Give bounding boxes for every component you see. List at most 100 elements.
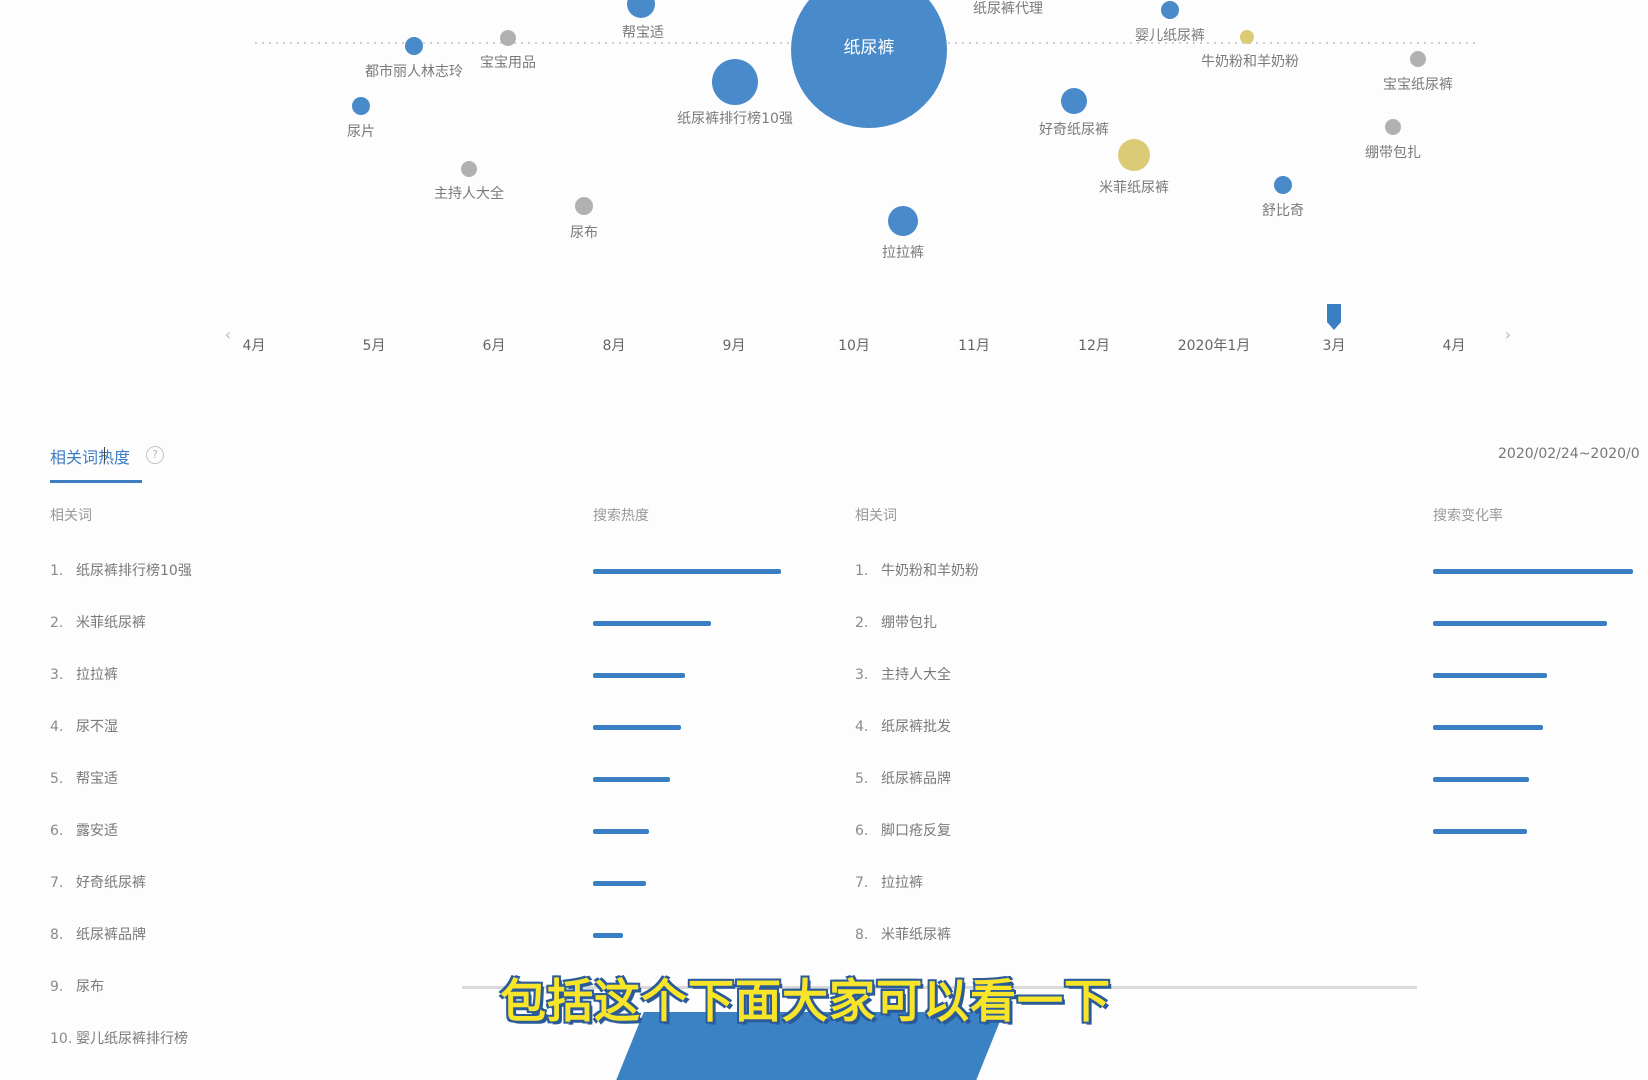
bubble-label: 宝宝纸尿裤 xyxy=(1383,77,1453,93)
change-bar xyxy=(1433,569,1633,574)
x-tick-label: 3月 xyxy=(1323,338,1346,354)
bubble-label: 绷带包扎 xyxy=(1365,145,1421,161)
related-word[interactable]: 露安适 xyxy=(76,823,118,839)
change-row[interactable]: 1. 牛奶粉和羊奶粉 xyxy=(855,560,979,580)
change-row[interactable]: 3. 主持人大全 xyxy=(855,664,951,684)
related-word[interactable]: 脚口疮反复 xyxy=(881,823,951,839)
heat-bar xyxy=(593,569,781,574)
heat-row[interactable]: 2. 米菲纸尿裤 xyxy=(50,612,146,632)
related-word[interactable]: 拉拉裤 xyxy=(881,875,923,891)
section-title-tab[interactable]: 相关词热度 xyxy=(50,444,142,483)
row-rank: 5. xyxy=(855,771,869,787)
related-word[interactable]: 米菲纸尿裤 xyxy=(881,927,951,943)
bubble xyxy=(888,206,918,236)
bubble xyxy=(791,0,947,128)
subtitle-line xyxy=(462,986,1417,989)
heat-bar xyxy=(593,777,670,782)
change-row[interactable]: 5. 纸尿裤品牌 xyxy=(855,768,951,788)
related-word[interactable]: 纸尿裤品牌 xyxy=(881,771,951,787)
heat-row[interactable]: 4. 尿不湿 xyxy=(50,716,118,736)
row-rank: 2. xyxy=(50,615,64,631)
change-bar xyxy=(1433,777,1529,782)
bubble-label: 宝宝用品 xyxy=(480,55,536,71)
bubble-label: 舒比奇 xyxy=(1262,202,1304,219)
bubble xyxy=(1385,119,1401,135)
change-bar xyxy=(1433,725,1543,730)
related-word[interactable]: 帮宝适 xyxy=(76,771,118,787)
heat-row[interactable]: 8. 纸尿裤品牌 xyxy=(50,924,146,944)
heat-row[interactable]: 1. 纸尿裤排行榜10强 xyxy=(50,560,192,580)
row-rank: 2. xyxy=(855,615,869,631)
bubble xyxy=(1061,88,1087,114)
x-tick-label: 2020年1月 xyxy=(1178,338,1251,354)
row-rank: 9. xyxy=(50,979,64,995)
bubble-label: 尿片 xyxy=(347,124,375,140)
x-tick-label: 12月 xyxy=(1078,338,1110,354)
change-row[interactable]: 4. 纸尿裤批发 xyxy=(855,716,951,736)
row-rank: 7. xyxy=(50,875,64,891)
bubble xyxy=(627,0,655,18)
row-rank: 10. xyxy=(50,1031,73,1047)
row-rank: 6. xyxy=(50,823,64,839)
bubble-label: 主持人大全 xyxy=(434,185,504,202)
heat-row[interactable]: 5. 帮宝适 xyxy=(50,768,118,788)
bubble xyxy=(1274,176,1292,194)
help-icon[interactable]: ? xyxy=(146,446,164,464)
related-word[interactable]: 尿不湿 xyxy=(76,719,118,735)
related-word[interactable]: 绷带包扎 xyxy=(881,615,937,631)
bubble-label: 拉拉裤 xyxy=(882,245,924,261)
heat-row[interactable]: 9. 尿布 xyxy=(50,976,104,996)
related-word[interactable]: 尿布 xyxy=(76,979,104,995)
heat-bar xyxy=(593,621,711,626)
heat-bar xyxy=(593,933,623,938)
heat-row[interactable]: 3. 拉拉裤 xyxy=(50,664,118,684)
change-row[interactable]: 8. 米菲纸尿裤 xyxy=(855,924,951,944)
related-word[interactable]: 好奇纸尿裤 xyxy=(76,875,146,891)
change-row[interactable]: 6. 脚口疮反复 xyxy=(855,820,951,840)
related-word[interactable]: 纸尿裤排行榜10强 xyxy=(76,563,192,579)
related-word[interactable]: 米菲纸尿裤 xyxy=(76,615,146,631)
right-col-word-header: 相关词 xyxy=(855,508,897,524)
bubble xyxy=(461,161,477,177)
timeline-next-arrow[interactable]: › xyxy=(1505,325,1511,344)
date-range: 2020/02/24~2020/0 xyxy=(1498,446,1640,462)
related-word[interactable]: 主持人大全 xyxy=(881,667,951,683)
row-rank: 7. xyxy=(855,875,869,891)
heat-row[interactable]: 10. 婴儿纸尿裤排行榜 xyxy=(50,1028,188,1048)
timeline-prev-arrow[interactable]: ‹ xyxy=(225,325,231,344)
video-subtitle: 包括这个下面大家可以看一下 xyxy=(500,974,1111,1028)
row-rank: 8. xyxy=(855,927,869,943)
row-rank: 3. xyxy=(855,667,869,683)
bubble-label: 帮宝适 xyxy=(622,25,664,41)
bubble xyxy=(500,30,516,46)
heat-bar xyxy=(593,725,681,730)
related-word[interactable]: 纸尿裤品牌 xyxy=(76,927,146,943)
bubble-label: 牛奶粉和羊奶粉 xyxy=(1201,54,1299,70)
change-row[interactable]: 7. 拉拉裤 xyxy=(855,872,923,892)
bubble xyxy=(352,97,370,115)
row-rank: 4. xyxy=(855,719,869,735)
row-rank: 8. xyxy=(50,927,64,943)
x-tick-label: 4月 xyxy=(1443,338,1466,354)
related-word[interactable]: 拉拉裤 xyxy=(76,667,118,683)
x-tick-label: 5月 xyxy=(363,338,386,354)
x-tick-label: 8月 xyxy=(603,338,626,354)
bubble xyxy=(405,37,423,55)
heat-row[interactable]: 7. 好奇纸尿裤 xyxy=(50,872,146,892)
x-tick-label: 9月 xyxy=(723,338,746,354)
bubble xyxy=(1161,1,1179,19)
bubble-label: 纸尿裤 xyxy=(844,38,895,58)
bubble-label: 婴儿纸尿裤 xyxy=(1135,28,1205,44)
heat-row[interactable]: 6. 露安适 xyxy=(50,820,118,840)
row-rank: 4. xyxy=(50,719,64,735)
change-row[interactable]: 2. 绷带包扎 xyxy=(855,612,937,632)
change-bar xyxy=(1433,829,1527,834)
timeline-handle[interactable] xyxy=(1327,304,1341,330)
heat-bar xyxy=(593,881,646,886)
related-words-section: 相关词热度 ? 2020/02/24~2020/0 相关词 搜索热度 相关词 搜… xyxy=(0,400,1648,1080)
bubble xyxy=(575,197,593,215)
x-tick-label: 10月 xyxy=(838,338,870,354)
related-word[interactable]: 纸尿裤批发 xyxy=(881,719,951,735)
related-word[interactable]: 婴儿纸尿裤排行榜 xyxy=(76,1031,188,1047)
related-word[interactable]: 牛奶粉和羊奶粉 xyxy=(881,563,979,579)
